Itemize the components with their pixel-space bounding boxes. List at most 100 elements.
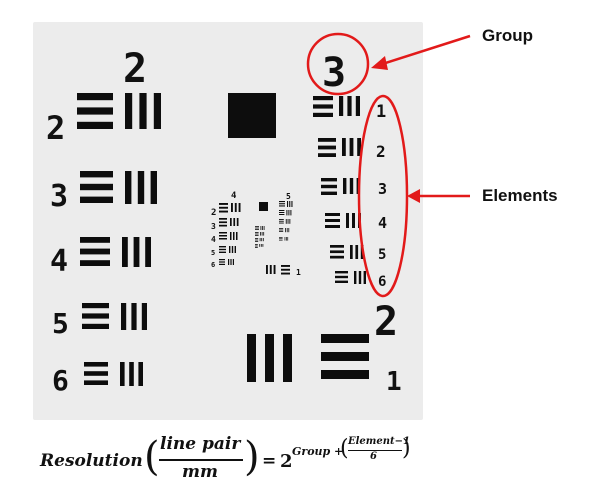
inner-element-0-hbar [219,210,228,213]
inner-group5-element-3-vbar [286,228,288,233]
group-number-top-right: 3 [322,50,346,96]
group3-element-5-vbar [350,245,353,259]
inner-group6-element-2-hbar [255,241,259,242]
group2-element-4-vbar [133,237,140,267]
inner-group5-element-1-vbar [288,210,290,216]
inner-group5-element-0-hbar [279,205,285,207]
inner-group6-element-1-vbar [261,232,263,236]
formula-exponent-denominator: 6 [370,451,377,462]
group3-element-2-hbar [318,153,336,157]
inner-element-0-hbar [219,206,228,209]
inner-element-1-hbar [219,224,227,227]
formula-exponent-numerator: Element−1 [348,436,410,447]
group3-element-6-vbar [358,271,362,284]
inner-element-4-hbar [219,259,225,261]
formula-base: 2 [280,451,293,472]
inner-group6-element-0-hbar [255,227,259,229]
group3-element-2-vbar [357,138,361,156]
inner-number-left-6: 6 [211,261,215,269]
inner-element-1-vbar [230,218,232,226]
inner-group5-element-1-hbar [279,210,285,211]
element-number-left-2: 2 [46,109,65,147]
group2-element-4-vbar [122,237,128,267]
bottom-element-hbar [321,370,369,379]
inner-solid-square [259,202,268,211]
formula-equals: = [262,451,277,471]
inner-group5-element-0-hbar [279,203,285,205]
bottom-element-vbar [247,334,256,382]
inner-group6-element-1-hbar [255,233,259,235]
inner-element-1-hbar [219,218,227,220]
group3-element-3-vbar [343,178,347,194]
group2-element-6-vbar [138,362,143,386]
group-arrow [375,34,471,68]
inner-group6-element-3-hbar [255,247,258,248]
inner-group5-element-2-hbar [279,222,284,224]
element-number-right-5: 5 [378,247,386,263]
group2-element-4-hbar [80,260,110,266]
element-number-left-3: 3 [50,179,68,214]
inner-element-3-hbar [219,248,226,251]
inner-group6-element-1-hbar [255,232,259,233]
group2-element-5-hbar [82,313,109,319]
inner-group5-element-4-vbar [286,237,287,241]
group3-element-4-hbar [325,213,340,216]
element-number-bottom-1: 1 [386,367,402,397]
group3-element-1-hbar [313,96,333,101]
inner-group5-element-3-hbar [279,229,284,231]
group3-element-3-hbar [321,191,337,195]
group-arrow-head [371,56,388,70]
inner-element-4-vbar [230,259,232,265]
inner-bottom-element-hbar [281,272,290,275]
inner-group6-element-2-vbar [262,238,264,242]
inner-element-4-vbar [232,259,234,265]
target-bars [77,93,369,386]
formula-close-paren: ) [244,434,260,480]
inner-number-left-2: 2 [211,208,216,218]
inner-group5-element-4-hbar [279,238,283,240]
inner-group6-element-2-vbar [259,238,261,242]
inner-group6-element-2-hbar [255,238,259,239]
inner-number-left-5: 5 [211,249,215,257]
inner-element-0-vbar [234,203,237,212]
formula-open-paren: ( [144,434,160,480]
inner-group6-element-3-vbar [262,244,264,247]
inner-element-3-vbar [229,246,231,253]
inner-element-0-hbar [219,203,228,205]
group2-element-5-hbar [82,323,109,329]
group3-element-4-vbar [352,213,355,228]
group3-element-1-hbar [313,104,333,109]
inner-group5-element-0-vbar [291,201,293,207]
inner-group6-element-3-vbar [259,244,261,247]
inner-group6-element-1-hbar [255,235,259,236]
inner-group5-element-4-vbar [284,237,286,241]
inner-group5-element-3-vbar [285,228,286,233]
inner-element-2-vbar [233,232,235,240]
resolution-formula: Resolution ( line pair mm ) = 2 Group + … [40,432,460,488]
group2-element-4-hbar [80,237,110,243]
formula-fraction-bar [159,459,243,461]
inner-bottom-element-vbar [269,265,272,274]
inner-group5-element-1-vbar [286,210,288,216]
target-numbers: 2 3 2 2 3 4 5 6 1 2 3 4 5 6 1 4 5 2 3 4 … [46,46,402,397]
inner-bottom-element-hbar [281,265,290,267]
group3-element-3-vbar [349,178,354,194]
group3-element-4-hbar [325,219,340,222]
group3-element-2-hbar [318,138,336,142]
group2-element-3-hbar [80,171,113,178]
inner-element-3-hbar [219,251,226,253]
formula-lhs: Resolution [40,451,143,471]
inner-group6-element-3-hbar [255,245,258,247]
inner-group5-element-2-vbar [285,219,287,224]
group2-element-2-hbar [77,121,113,129]
group3-element-2-vbar [342,138,346,156]
inner-number-left-3: 3 [211,222,216,231]
inner-group6-element-2-hbar [255,239,259,241]
group3-element-5-hbar [330,245,344,248]
group2-element-2-vbar [125,93,133,129]
group2-element-2-hbar [77,93,113,101]
inner-group5-element-2-vbar [287,219,289,224]
group3-element-1-vbar [355,96,360,116]
group2-element-2-vbar [153,93,161,129]
